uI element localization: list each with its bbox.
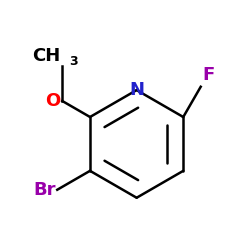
Text: N: N — [129, 81, 144, 99]
Text: F: F — [202, 66, 214, 84]
Text: Br: Br — [33, 181, 56, 199]
Text: 3: 3 — [70, 54, 78, 68]
Text: CH: CH — [32, 46, 61, 64]
Text: O: O — [46, 92, 61, 110]
